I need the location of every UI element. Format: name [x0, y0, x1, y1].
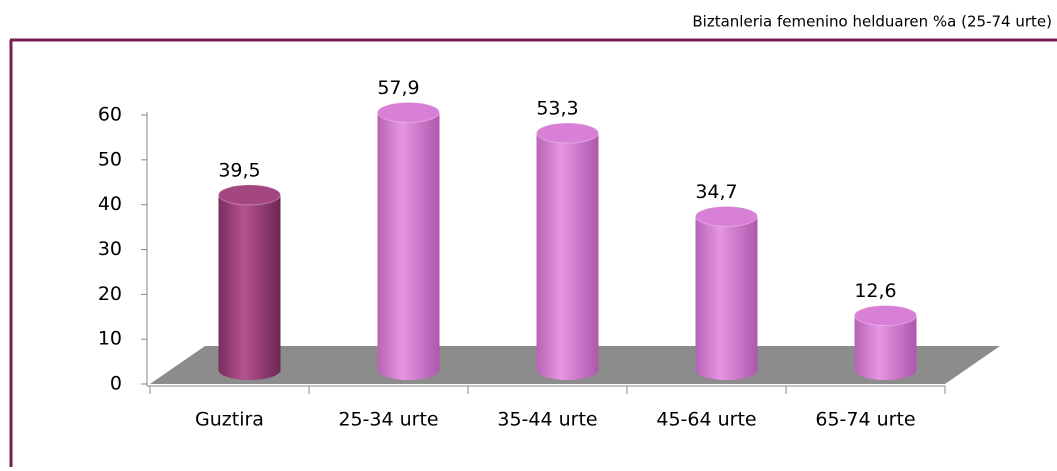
bar-body: [377, 112, 440, 380]
x-tick-label: 45-64 urte: [656, 409, 756, 431]
y-tick-label: 30: [98, 238, 122, 260]
x-tick-label: 25-34 urte: [338, 409, 438, 431]
bar: [218, 184, 281, 380]
data-label: 12,6: [854, 280, 896, 302]
x-tick-label: 65-74 urte: [815, 409, 915, 431]
bar-body: [218, 194, 281, 380]
x-tick-label: 35-44 urte: [497, 409, 597, 431]
bar: [854, 305, 917, 380]
bar: [695, 205, 758, 380]
y-tick-label: 20: [98, 283, 122, 305]
data-label: 53,3: [536, 98, 578, 120]
y-tick-label: 40: [98, 193, 122, 215]
bar-body: [695, 216, 758, 380]
x-tick-label: Guztira: [195, 409, 264, 431]
bar: [377, 101, 440, 380]
bar-cap: [854, 305, 917, 327]
y-tick-label: 60: [98, 104, 122, 126]
bar: [536, 122, 599, 380]
data-label: 34,7: [695, 181, 737, 203]
data-label: 57,9: [377, 77, 419, 99]
bar-body: [854, 315, 917, 380]
bar-cap: [218, 184, 281, 206]
y-tick-label: 0: [110, 373, 122, 395]
bar-body: [536, 133, 599, 380]
data-label: 39,5: [218, 159, 260, 181]
y-tick-label: 50: [98, 148, 122, 170]
subtitle: Biztanleria femenino helduaren %a (25-74…: [692, 13, 1052, 31]
bar-cap: [377, 101, 440, 123]
y-tick-label: 10: [98, 328, 122, 350]
bar-cap: [536, 122, 599, 144]
bar-cap: [695, 205, 758, 227]
